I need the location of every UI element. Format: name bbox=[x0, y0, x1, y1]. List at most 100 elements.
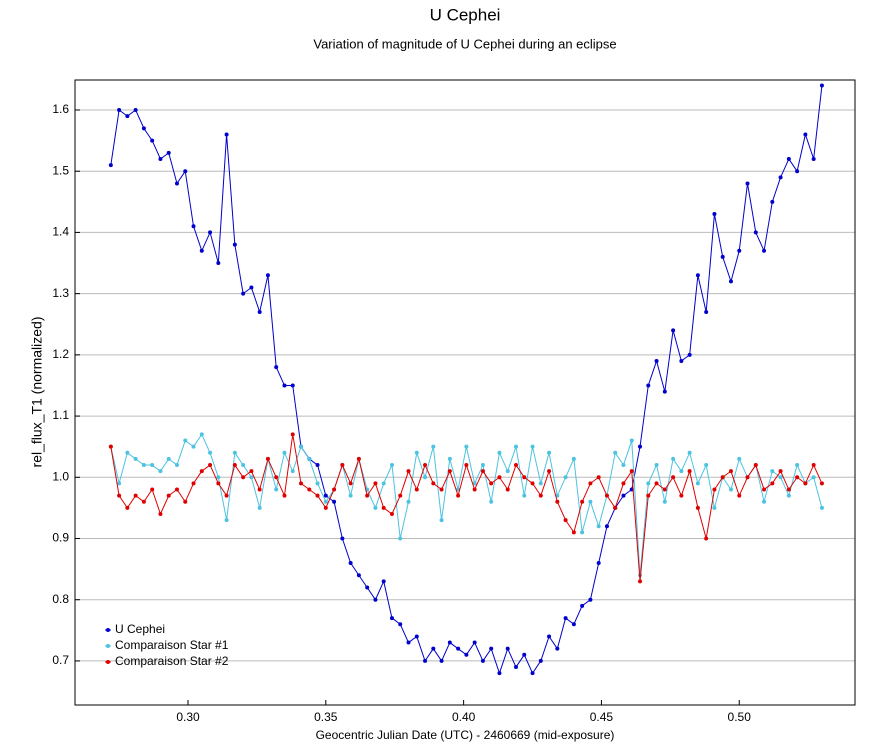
data-point bbox=[662, 487, 667, 492]
data-point bbox=[505, 487, 510, 492]
data-point bbox=[249, 469, 254, 474]
data-point bbox=[737, 456, 742, 461]
data-point bbox=[728, 487, 733, 492]
data-point bbox=[596, 560, 601, 565]
data-point bbox=[158, 469, 163, 474]
data-point bbox=[770, 199, 775, 204]
data-point bbox=[621, 463, 626, 468]
data-point bbox=[662, 499, 667, 504]
legend-marker bbox=[106, 628, 110, 632]
data-point bbox=[274, 475, 279, 480]
data-point bbox=[728, 469, 733, 474]
data-point bbox=[795, 169, 800, 174]
data-point bbox=[728, 279, 733, 284]
data-point bbox=[522, 652, 527, 657]
data-point bbox=[489, 499, 494, 504]
data-point bbox=[141, 126, 146, 131]
data-point bbox=[580, 603, 585, 608]
x-tick-label: 0.30 bbox=[176, 710, 200, 724]
data-point bbox=[695, 481, 700, 486]
data-point bbox=[332, 499, 337, 504]
data-point bbox=[414, 487, 419, 492]
data-point bbox=[307, 456, 312, 461]
data-point bbox=[406, 469, 411, 474]
data-point bbox=[166, 150, 171, 155]
data-point bbox=[199, 432, 204, 437]
data-point bbox=[141, 463, 146, 468]
data-point bbox=[646, 383, 651, 388]
data-point bbox=[224, 132, 229, 137]
data-point bbox=[654, 463, 659, 468]
data-point bbox=[786, 487, 791, 492]
plot-frame bbox=[74, 79, 856, 706]
y-tick-label: 1.0 bbox=[52, 469, 69, 483]
data-point bbox=[571, 530, 576, 535]
data-point bbox=[489, 481, 494, 486]
data-point bbox=[174, 463, 179, 468]
data-point bbox=[588, 597, 593, 602]
data-point bbox=[183, 438, 188, 443]
data-point bbox=[695, 505, 700, 510]
data-point bbox=[257, 505, 262, 510]
data-point bbox=[265, 273, 270, 278]
data-point bbox=[762, 499, 767, 504]
data-point bbox=[208, 463, 213, 468]
data-point bbox=[166, 456, 171, 461]
data-point bbox=[257, 310, 262, 315]
data-point bbox=[811, 463, 816, 468]
data-point bbox=[406, 640, 411, 645]
data-point bbox=[770, 469, 775, 474]
data-point bbox=[191, 481, 196, 486]
data-point bbox=[232, 242, 237, 247]
data-point bbox=[274, 487, 279, 492]
data-point bbox=[431, 481, 436, 486]
data-point bbox=[191, 444, 196, 449]
data-point bbox=[150, 463, 155, 468]
data-point bbox=[563, 518, 568, 523]
data-point bbox=[183, 169, 188, 174]
data-point bbox=[447, 456, 452, 461]
data-point bbox=[745, 181, 750, 186]
data-point bbox=[497, 450, 502, 455]
data-point bbox=[108, 163, 113, 168]
data-point bbox=[720, 475, 725, 480]
data-point bbox=[340, 536, 345, 541]
data-point bbox=[662, 389, 667, 394]
data-point bbox=[150, 138, 155, 143]
data-point bbox=[563, 475, 568, 480]
y-axis-label: rel_flux_T1 (normalized) bbox=[29, 317, 45, 468]
data-point bbox=[406, 499, 411, 504]
legend-label: U Cephei bbox=[115, 622, 165, 636]
data-point bbox=[117, 481, 122, 486]
data-point bbox=[538, 658, 543, 663]
data-point bbox=[183, 499, 188, 504]
data-point bbox=[513, 665, 518, 670]
data-point bbox=[373, 505, 378, 510]
data-point bbox=[671, 328, 676, 333]
data-point bbox=[753, 230, 758, 235]
data-point bbox=[315, 463, 320, 468]
series-line bbox=[110, 433, 823, 576]
data-point bbox=[216, 481, 221, 486]
legend-marker bbox=[106, 644, 110, 648]
data-point bbox=[323, 493, 328, 498]
y-tick-label: 1.3 bbox=[52, 286, 69, 300]
data-point bbox=[480, 469, 485, 474]
data-point bbox=[447, 640, 452, 645]
chart-subtitle: Variation of magnitude of U Cephei durin… bbox=[313, 36, 616, 51]
data-point bbox=[282, 383, 287, 388]
data-point bbox=[654, 481, 659, 486]
data-point bbox=[282, 450, 287, 455]
data-point bbox=[389, 512, 394, 517]
data-point bbox=[547, 634, 552, 639]
data-point bbox=[439, 518, 444, 523]
data-point bbox=[299, 444, 304, 449]
data-point bbox=[679, 469, 684, 474]
data-point bbox=[224, 518, 229, 523]
data-point bbox=[323, 499, 328, 504]
data-point bbox=[513, 444, 518, 449]
data-point bbox=[811, 156, 816, 161]
data-point bbox=[679, 358, 684, 363]
x-tick-label: 0.50 bbox=[728, 710, 752, 724]
data-point bbox=[199, 469, 204, 474]
